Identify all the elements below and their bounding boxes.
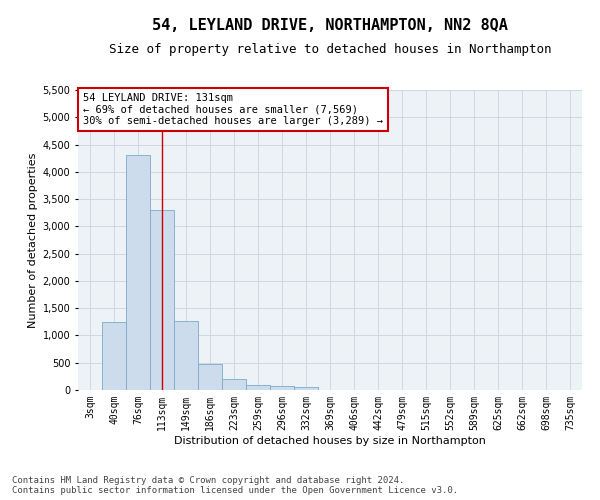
Text: 54, LEYLAND DRIVE, NORTHAMPTON, NN2 8QA: 54, LEYLAND DRIVE, NORTHAMPTON, NN2 8QA	[152, 18, 508, 32]
Text: Size of property relative to detached houses in Northampton: Size of property relative to detached ho…	[109, 42, 551, 56]
Bar	[150, 210, 174, 390]
Bar	[198, 364, 222, 390]
Bar	[126, 156, 150, 390]
Bar	[174, 320, 198, 390]
Bar	[294, 387, 318, 390]
Bar	[102, 322, 126, 390]
Y-axis label: Number of detached properties: Number of detached properties	[28, 152, 38, 328]
X-axis label: Distribution of detached houses by size in Northampton: Distribution of detached houses by size …	[174, 436, 486, 446]
Text: Contains HM Land Registry data © Crown copyright and database right 2024.
Contai: Contains HM Land Registry data © Crown c…	[12, 476, 458, 495]
Text: 54 LEYLAND DRIVE: 131sqm
← 69% of detached houses are smaller (7,569)
30% of sem: 54 LEYLAND DRIVE: 131sqm ← 69% of detach…	[83, 93, 383, 126]
Bar	[222, 379, 246, 390]
Bar	[270, 386, 294, 390]
Bar	[246, 385, 270, 390]
